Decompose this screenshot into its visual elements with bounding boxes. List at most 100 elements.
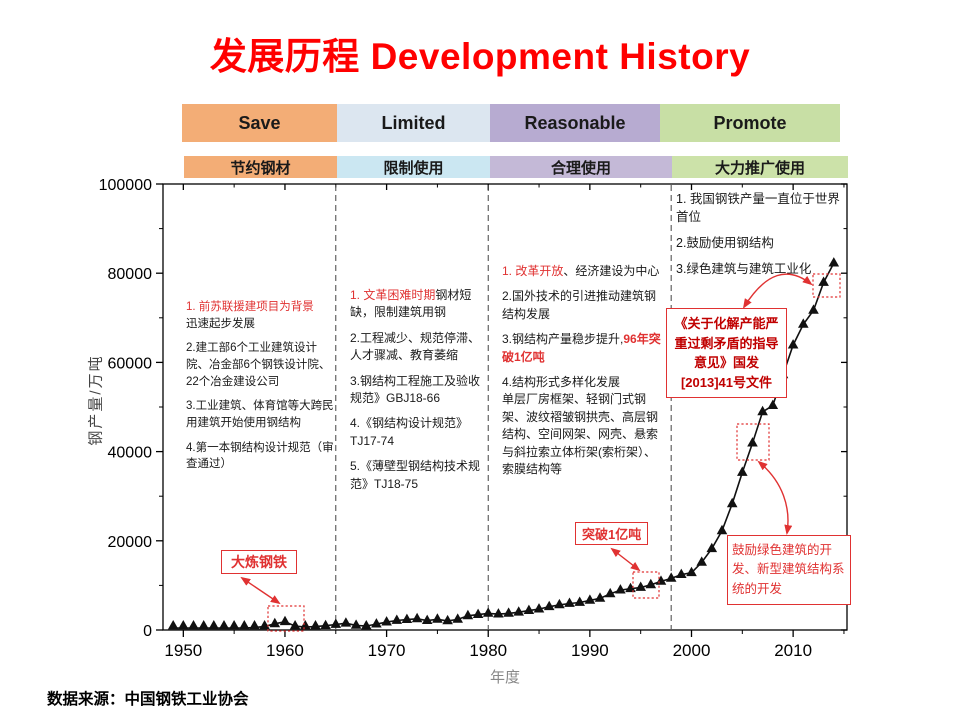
callout-arrow	[610, 547, 641, 572]
triangle-marker	[533, 603, 545, 613]
triangle-marker	[269, 617, 281, 628]
triangle-marker	[228, 620, 240, 630]
triangle-marker	[218, 620, 230, 630]
triangle-marker	[421, 614, 433, 624]
annotation-item: 3.钢结构产量稳步提升,96年突破1亿吨	[502, 332, 661, 364]
triangle-marker	[818, 276, 829, 286]
annotations-save-period: 1. 前苏联援建项目为背景 迅速起步发展 2.建工部6个工业建筑设计院、冶金部6个钢…	[186, 299, 336, 481]
annotation-item: 2.建工部6个工业建筑设计院、冶金部6个钢铁设计院、22个冶金建设公司	[186, 342, 331, 388]
triangle-marker	[432, 613, 443, 623]
triangle-marker	[726, 497, 738, 508]
x-tick-label: 2000	[673, 641, 711, 660]
triangle-marker	[543, 600, 555, 611]
triangle-marker	[391, 614, 403, 624]
triangle-marker	[239, 620, 250, 630]
band-Promote: Promote	[660, 104, 840, 142]
x-tick-label: 1980	[469, 641, 507, 660]
triangle-marker	[584, 594, 596, 604]
triangle-marker	[635, 581, 646, 591]
data-source: 数据来源：中国钢铁工业协会	[47, 691, 249, 708]
callout-arrow	[240, 576, 281, 605]
annotation-item: 4.第一本钢结构设计规范（审查通过）	[186, 441, 334, 471]
band-大力推广使用: 大力推广使用	[672, 156, 848, 178]
y-tick-label: 20000	[108, 534, 153, 551]
annotations-promote-period: 1. 我国钢铁产量一直位于世界首位 2.鼓励使用钢结构 3.绿色建筑与建筑工业化	[676, 190, 852, 287]
triangle-marker	[259, 620, 270, 630]
triangle-marker	[706, 542, 718, 553]
triangle-marker	[767, 399, 779, 409]
band-节约钢材: 节约钢材	[184, 156, 337, 178]
triangle-marker	[645, 578, 657, 589]
triangle-marker	[787, 339, 799, 349]
callout-2013-policy: 《关于化解产能严重过剩矛盾的指导意见》国发[2013]41号文件	[666, 308, 787, 398]
triangle-marker	[594, 592, 606, 602]
x-tick-label: 1960	[266, 641, 304, 660]
x-tick-label: 1950	[164, 641, 202, 660]
annotation-item: 3.工业建筑、体育馆等大跨民用建筑开始使用钢结构	[186, 400, 334, 430]
highlight-dotted-box	[812, 273, 841, 298]
annotations-limited-period: 1. 文革困难时期钢材短缺，限制建筑用钢 2.工程减少、规范停滞、人才骤减、教育萎…	[350, 287, 488, 501]
axis-ticks: 1950 1960 1970 1980 1990 2000 2010 0 20000 40000 6…	[99, 177, 847, 660]
y-tick-label: 80000	[108, 266, 153, 283]
band-限制使用: 限制使用	[337, 156, 490, 178]
triangle-marker	[249, 620, 260, 630]
triangle-marker	[411, 612, 423, 623]
callout-arrow	[742, 273, 813, 309]
triangle-marker	[798, 318, 809, 328]
triangle-marker	[655, 575, 667, 585]
triangle-marker	[310, 620, 321, 630]
triangle-marker	[625, 582, 636, 593]
triangle-marker	[167, 620, 179, 630]
annotation-item: 1. 前苏联援建项目为背景 迅速起步发展	[186, 301, 314, 330]
triangle-marker	[676, 568, 687, 578]
annotation-item: 4.《钢结构设计规范》TJ17-74	[350, 416, 469, 448]
triangle-marker	[279, 615, 291, 626]
triangle-marker	[604, 587, 616, 598]
annotation-item: 2.工程减少、规范停滞、人才骤减、教育萎缩	[350, 330, 481, 363]
triangle-marker	[361, 620, 372, 630]
triangle-marker	[350, 619, 362, 629]
triangle-marker	[665, 572, 677, 582]
triangle-marker	[300, 620, 311, 630]
highlight-dotted-box	[267, 605, 305, 632]
triangle-marker	[320, 619, 331, 630]
callout-arrow	[757, 460, 793, 535]
x-tick-label: 1970	[368, 641, 406, 660]
triangle-marker	[371, 618, 382, 628]
annotation-item: 1. 我国钢铁产量一直位于世界首位	[676, 192, 840, 225]
triangle-marker	[564, 597, 575, 607]
y-tick-label: 40000	[108, 445, 153, 462]
triangle-marker	[442, 614, 453, 625]
triangle-marker	[482, 607, 494, 617]
x-tick-label: 1990	[571, 641, 609, 660]
triangle-marker	[828, 257, 840, 267]
triangle-marker	[686, 566, 697, 577]
data-series	[167, 257, 840, 630]
triangle-marker	[381, 616, 392, 626]
callout-arrows-and-boxes	[240, 273, 841, 632]
band-合理使用: 合理使用	[490, 156, 672, 178]
triangle-marker	[747, 437, 758, 447]
y-tick-label: 60000	[108, 355, 153, 372]
band-Limited: Limited	[337, 104, 490, 142]
triangle-marker	[401, 613, 413, 623]
highlight-dotted-box	[632, 571, 660, 599]
triangle-marker	[208, 620, 220, 630]
triangle-marker	[340, 617, 352, 627]
x-tick-label: 2010	[774, 641, 812, 660]
triangle-marker	[523, 604, 535, 614]
triangle-marker	[198, 620, 209, 630]
triangle-marker	[178, 620, 189, 630]
annotation-item: 2.鼓励使用钢结构	[676, 236, 774, 251]
triangle-marker	[289, 620, 301, 630]
band-Reasonable: Reasonable	[490, 104, 660, 142]
callout-tupo-yiyidun: 突破1亿吨	[575, 522, 649, 545]
y-tick-label: 0	[143, 623, 152, 640]
annotations-reasonable-period: 1. 改革开放、经济建设为中心 2.国外技术的引进推动建筑钢结构发展 3.钢结构产量…	[502, 263, 662, 486]
annotation-item: 1. 文革困难时期钢材短缺，限制建筑用钢	[350, 288, 472, 320]
triangle-marker	[503, 607, 514, 617]
band-Save: Save	[182, 104, 337, 142]
period-divider-lines	[335, 185, 672, 629]
annotation-item: 4.结构形式多样化发展 单层厂房框架、轻钢门式钢架、波纹褶皱钢拱壳、高层钢结构、空…	[502, 374, 659, 476]
